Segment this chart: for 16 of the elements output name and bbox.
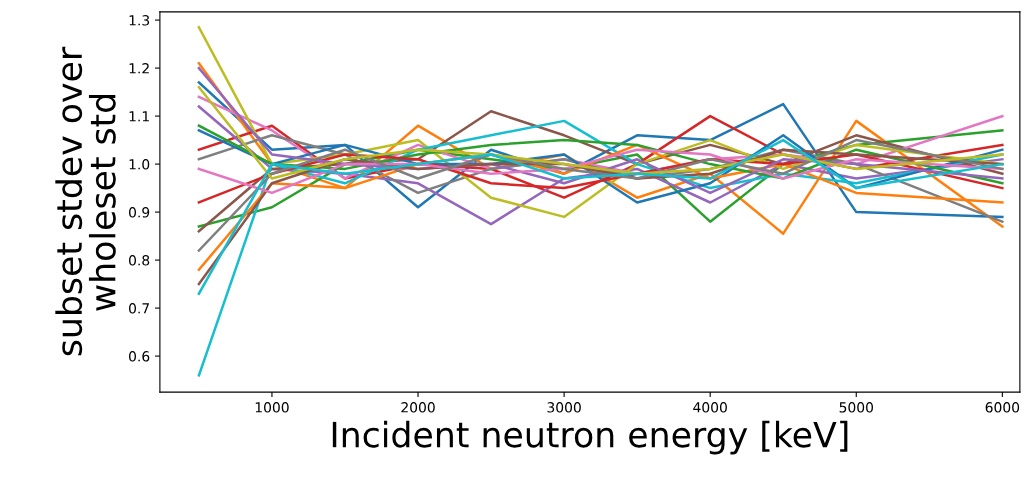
x-tick-label: 5000 [839,402,874,413]
y-tick-label: 0.6 [129,351,150,362]
y-tick-label: 0.9 [129,207,150,218]
x-tick-label: 1000 [255,402,289,413]
y-tick-label: 0.8 [129,255,150,266]
y-axis-title: subset stdev over wholeset std [55,46,116,356]
x-tick-label: 3000 [547,402,581,413]
y-tick-label: 0.7 [129,303,149,314]
x-tick-label: 6000 [985,402,1020,413]
y-tick-label: 1.2 [129,63,149,74]
y-tick-label: 1.3 [129,15,150,26]
x-axis-title: Incident neutron energy [keV] [332,420,848,455]
x-tick-label: 2000 [401,402,435,413]
y-tick-label: 1.1 [129,111,149,122]
x-tick-label: 4000 [693,402,727,413]
y-tick-label: 1.0 [129,159,150,170]
